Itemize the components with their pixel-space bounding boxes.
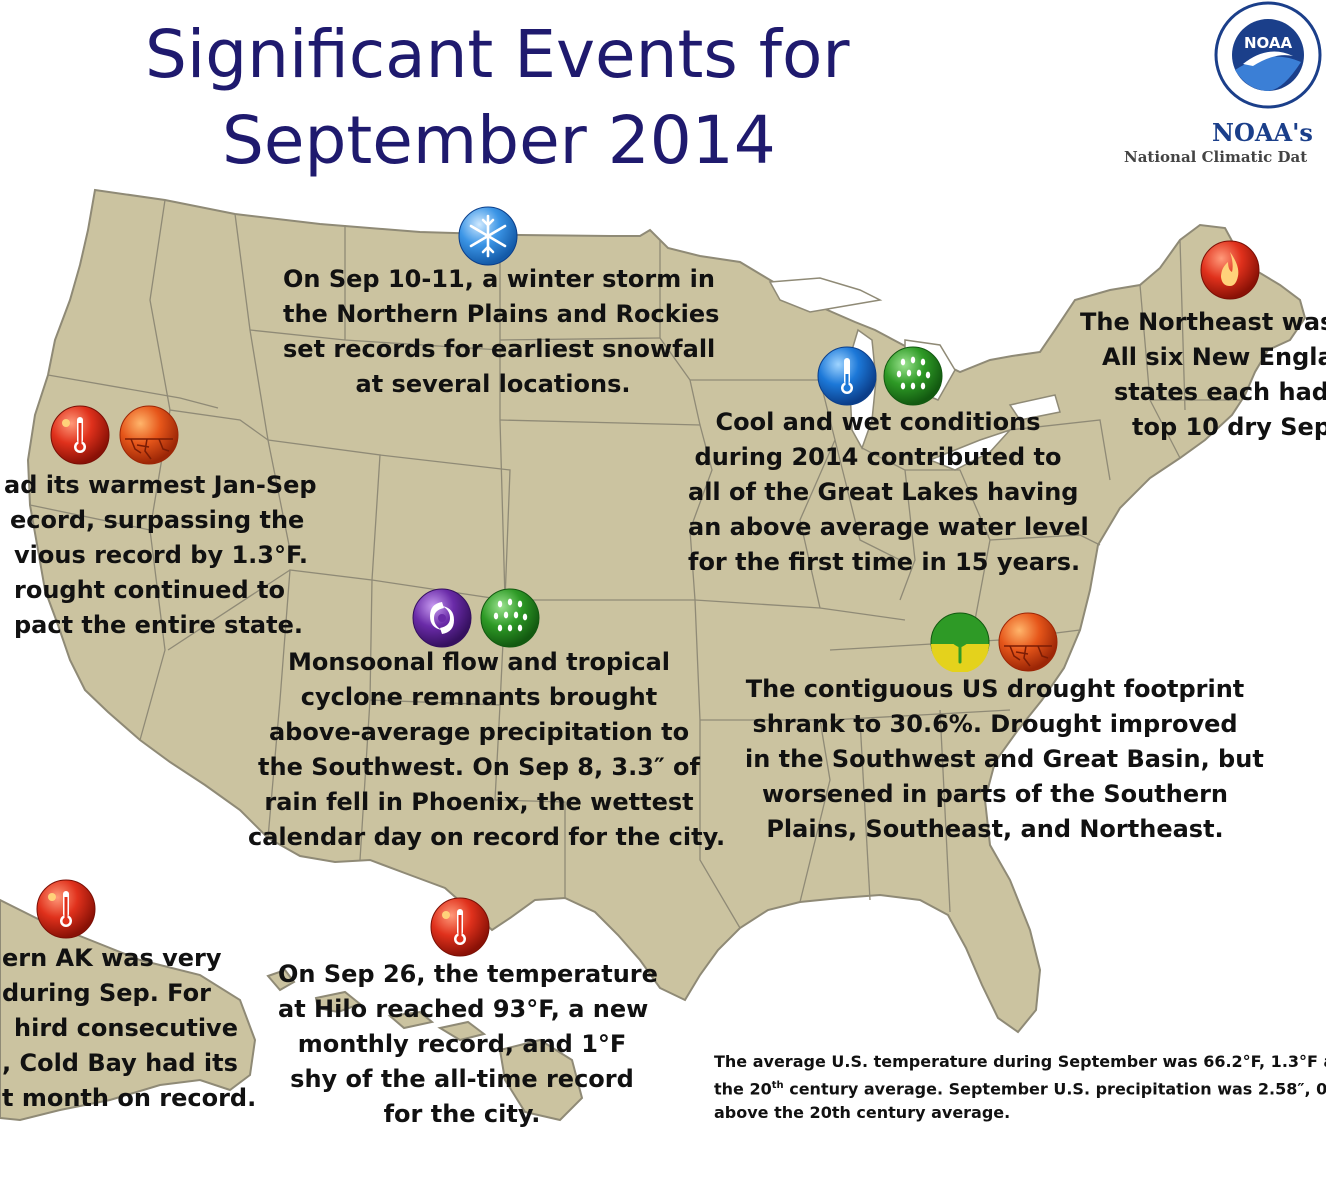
noaa-agency-name: NOAA's <box>1212 118 1313 147</box>
noaa-seal-icon: NOAA <box>1214 1 1322 109</box>
summary-superscript: th <box>771 1080 784 1091</box>
note-line: , Cold Bay had its <box>2 1049 238 1077</box>
note-line: calendar day on record for the city. <box>248 823 726 851</box>
drought-icon <box>119 405 179 465</box>
thermometer-cold-icon <box>817 346 877 406</box>
note-line: at several locations. <box>355 370 631 398</box>
note-line: for the city. <box>383 1100 541 1128</box>
note-line: cyclone remnants brought <box>300 683 658 711</box>
note-line: Cool and wet conditions <box>715 408 1041 436</box>
note-line: monthly record, and 1°F <box>297 1030 627 1058</box>
note-line: Monsoonal flow and tropical <box>287 648 671 676</box>
note-winter-storm: On Sep 10-11, a winter storm in the Nort… <box>283 262 720 402</box>
note-line: hird consecutive <box>14 1014 238 1042</box>
thermometer-hot-icon <box>36 879 96 939</box>
national-summary: The average U.S. temperature during Sept… <box>714 1050 1326 1125</box>
note-line: above-average precipitation to <box>268 718 690 746</box>
state-borders <box>29 199 1240 929</box>
note-line: ern AK was very <box>2 944 222 972</box>
note-line: vious record by 1.3°F. <box>14 541 308 569</box>
note-line: On Sep 26, the temperature <box>278 960 658 988</box>
note-line: pact the entire state. <box>14 611 303 639</box>
note-line: during Sep. For <box>2 979 211 1007</box>
note-line: rought continued to <box>14 576 285 604</box>
fire-icon <box>1200 240 1260 300</box>
rain-icon <box>480 588 540 648</box>
note-great-lakes: Cool and wet conditions during 2014 cont… <box>688 405 1089 580</box>
note-line: The contiguous US drought footprint <box>745 675 1245 703</box>
note-line: worsened in parts of the Southern <box>761 780 1229 808</box>
note-line: states each had <box>1114 378 1326 406</box>
note-line: The Northeast was <box>1080 308 1326 336</box>
note-line: rain fell in Phoenix, the wettest <box>264 788 694 816</box>
drought-improve-icon <box>930 612 990 672</box>
note-line: All six New Engla <box>1102 343 1326 371</box>
lake-superior <box>768 277 883 313</box>
note-line: for the first time in 15 years. <box>688 548 1081 576</box>
note-line: top 10 dry Sep. <box>1132 413 1326 441</box>
noaa-center-name: National Climatic Dat <box>1124 148 1308 166</box>
note-line: shrank to 30.6%. Drought improved <box>752 710 1238 738</box>
note-alaska: ern AK was very during Sep. For hird con… <box>0 941 256 1116</box>
summary-line: the 20th century average. September U.S.… <box>714 1074 1326 1101</box>
alaska-land <box>0 898 257 1122</box>
note-line: t month on record. <box>2 1084 257 1112</box>
note-line: ad its warmest Jan-Sep <box>4 471 317 499</box>
note-line: the Southwest. On Sep 8, 3.3″ of <box>258 753 700 781</box>
noaa-logo: NOAA NOAA's National Climatic Dat <box>1120 0 1326 175</box>
note-drought: The contiguous US drought footprint shra… <box>745 672 1264 847</box>
thermometer-hot-icon <box>50 405 110 465</box>
note-line: at Hilo reached 93°F, a new <box>278 995 649 1023</box>
note-line: in the Southwest and Great Basin, but <box>745 745 1264 773</box>
hurricane-icon <box>412 588 472 648</box>
drought-icon <box>998 612 1058 672</box>
note-line: set records for earliest snowfall <box>283 335 716 363</box>
note-line: Plains, Southeast, and Northeast. <box>766 815 1224 843</box>
hawaii-land <box>266 968 584 1122</box>
rain-icon <box>883 346 943 406</box>
thermometer-hot-icon <box>430 897 490 957</box>
note-california: ad its warmest Jan-Sep ecord, surpassing… <box>0 468 317 643</box>
note-line: all of the Great Lakes having <box>688 478 1079 506</box>
title-line-1: Significant Events for <box>145 16 850 93</box>
lake-ontario <box>1008 394 1061 421</box>
note-line: shy of the all-time record <box>290 1065 634 1093</box>
summary-text: the 20 <box>714 1079 772 1099</box>
svg-text:NOAA: NOAA <box>1244 34 1293 52</box>
note-line: On Sep 10-11, a winter storm in <box>283 265 715 293</box>
summary-line: The average U.S. temperature during Sept… <box>714 1052 1326 1071</box>
note-hawaii: On Sep 26, the temperature at Hilo reach… <box>278 957 658 1132</box>
note-line: ecord, surpassing the <box>10 506 305 534</box>
snowflake-icon <box>458 206 518 266</box>
summary-line: above the 20th century average. <box>714 1103 1011 1123</box>
summary-text: century average. September U.S. precipit… <box>783 1079 1326 1099</box>
note-northeast: The Northeast was All six New Engla stat… <box>1080 305 1326 445</box>
note-line: during 2014 contributed to <box>694 443 1062 471</box>
note-southwest: Monsoonal flow and tropical cyclone remn… <box>248 645 726 855</box>
lake-erie <box>927 428 1013 471</box>
note-line: the Northern Plains and Rockies <box>283 300 720 328</box>
note-line: an above average water level <box>688 513 1089 541</box>
title-line-2: September 2014 <box>222 102 776 179</box>
